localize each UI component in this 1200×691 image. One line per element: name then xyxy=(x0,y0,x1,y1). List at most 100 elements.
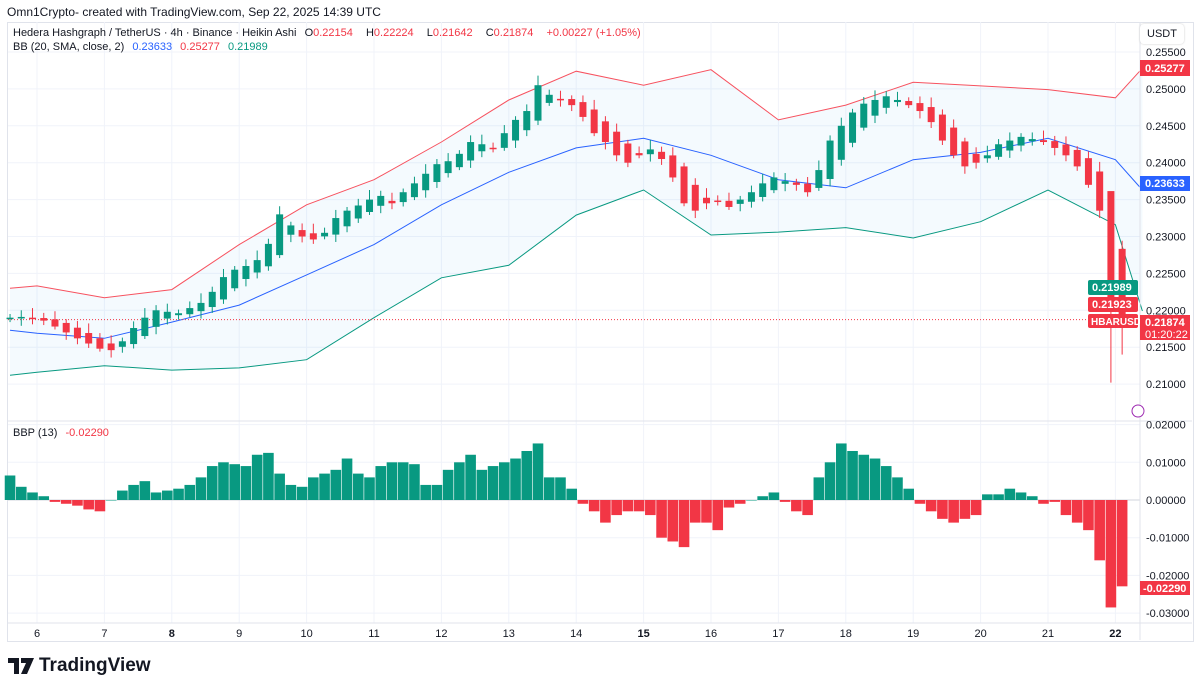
candle xyxy=(669,147,677,182)
candle-body xyxy=(208,291,216,308)
bbp-bar xyxy=(386,462,398,500)
candle xyxy=(568,95,576,112)
bb-indicator-title[interactable]: BB (20, SMA, close, 2) xyxy=(13,41,125,53)
candle xyxy=(590,99,598,137)
candle-body xyxy=(219,277,227,300)
candle xyxy=(343,206,351,233)
candle-body xyxy=(377,195,385,206)
candle-body xyxy=(512,119,520,141)
candle-body xyxy=(736,199,744,204)
bbp-bar xyxy=(173,488,184,500)
candle xyxy=(186,301,194,318)
bbp-bar xyxy=(240,466,252,500)
low-value: 0.21642 xyxy=(432,27,473,39)
time-tick-label: 22 xyxy=(1109,628,1121,640)
time-tick-label: 15 xyxy=(637,628,649,640)
close-value: 0.21874 xyxy=(493,27,534,39)
candle-body xyxy=(590,109,598,134)
candle-body xyxy=(691,184,699,211)
bbp-bar xyxy=(1083,500,1094,531)
currency-button[interactable]: USDT xyxy=(1140,24,1184,44)
bbp-bar xyxy=(499,462,510,500)
candle xyxy=(433,159,441,188)
bbp-axis[interactable]: 0.020000.010000.00000-0.01000-0.02000-0.… xyxy=(1146,420,1189,620)
candle xyxy=(444,153,452,178)
bbp-bar xyxy=(532,443,544,500)
bbp-bar xyxy=(1071,500,1083,523)
candle xyxy=(714,195,722,206)
candle-body xyxy=(253,260,261,273)
bb-middle-value: 0.23633 xyxy=(132,41,173,53)
event-marker-icon[interactable] xyxy=(1131,404,1145,418)
candle xyxy=(500,125,508,151)
candle xyxy=(792,178,800,191)
candle xyxy=(478,134,486,158)
candle xyxy=(826,135,834,187)
bbp-bar xyxy=(982,494,993,500)
symbol-title[interactable]: Hedera Hashgraph / TetherUS · 4h · Binan… xyxy=(13,27,297,39)
candle xyxy=(736,195,744,212)
bbp-indicator-title[interactable]: BBP (13) xyxy=(13,427,58,439)
candle-body xyxy=(646,149,654,155)
candle-body xyxy=(545,94,553,103)
candle-body xyxy=(624,143,632,163)
bbp-bar xyxy=(465,454,476,500)
candle-body xyxy=(130,328,138,345)
candle-body xyxy=(298,230,306,237)
candle-body xyxy=(388,200,396,204)
candle xyxy=(658,146,666,165)
candle xyxy=(995,139,1003,160)
candle-body xyxy=(118,341,126,347)
candle-body xyxy=(916,103,924,112)
tradingview-logo: TradingView xyxy=(8,655,151,677)
candle xyxy=(938,109,946,145)
candle xyxy=(51,311,59,330)
bbp-bar xyxy=(678,500,690,548)
open-label: O xyxy=(304,27,314,39)
time-tick-label: 7 xyxy=(101,628,107,640)
candle-body xyxy=(871,99,879,116)
candle-body xyxy=(804,183,812,193)
bbp-bar xyxy=(431,484,443,500)
price-label-bg xyxy=(1140,315,1190,340)
candle xyxy=(163,303,171,325)
candle xyxy=(1096,161,1104,219)
bbp-bar xyxy=(487,466,499,500)
time-tick-label: 16 xyxy=(705,628,717,640)
candle-body xyxy=(1051,141,1059,148)
candle xyxy=(815,160,823,191)
bbp-bar xyxy=(420,484,431,500)
bbp-bar xyxy=(397,462,409,500)
upper-band-label-bg xyxy=(1140,60,1190,76)
candle xyxy=(141,308,149,339)
bbp-histogram xyxy=(4,443,1128,608)
candle xyxy=(85,323,93,348)
bbp-bar xyxy=(364,477,375,500)
candle-body xyxy=(669,155,677,178)
candle-body xyxy=(849,112,857,143)
candle-body xyxy=(860,103,868,128)
candle xyxy=(1040,130,1048,145)
open-group: O0.22154 xyxy=(305,27,358,39)
candle-body xyxy=(17,316,25,319)
candle xyxy=(1073,146,1081,171)
bbp-bar xyxy=(645,500,656,516)
time-axis[interactable]: 6 7 8 9 10 11 12 13 14 15 16 17 18 19 20 21 22 xyxy=(34,628,1122,640)
bbp-bar xyxy=(341,458,353,500)
bbp-bar xyxy=(285,484,297,500)
candle-body xyxy=(556,98,564,101)
time-tick-label: 13 xyxy=(503,628,515,640)
high-group: H0.22224 xyxy=(366,27,419,39)
close-label: C xyxy=(485,27,494,39)
candle-body xyxy=(714,200,722,203)
bbp-bar xyxy=(442,469,454,500)
price-tick-label: 0.24500 xyxy=(1146,121,1186,133)
candle xyxy=(691,178,699,219)
candle-body xyxy=(579,102,587,117)
candle-body xyxy=(792,182,800,185)
price-axis[interactable]: 0.25500 0.25000 0.24500 0.24000 0.23500 0.230… xyxy=(1146,47,1186,391)
bbp-bar xyxy=(543,477,555,500)
candle-body xyxy=(893,99,901,103)
bbp-tick-label: 0.02000 xyxy=(1146,420,1186,432)
